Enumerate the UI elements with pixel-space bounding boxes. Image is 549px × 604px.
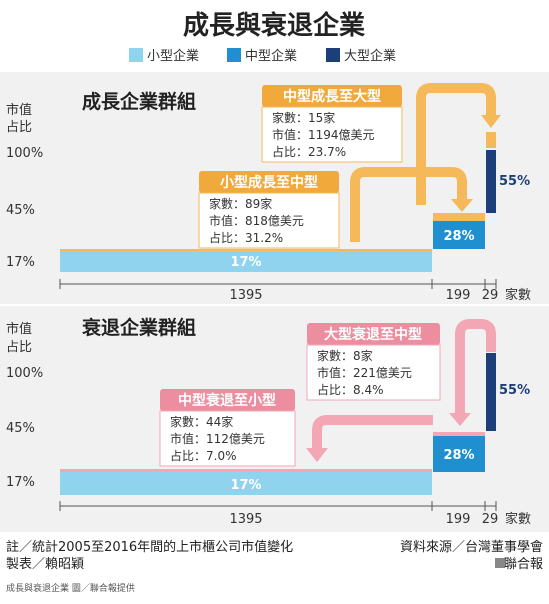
growth-bar-large (486, 150, 496, 213)
growth-box-large-title-bg (262, 85, 402, 107)
decline-box-large-title-bg (307, 323, 440, 345)
chart-title: 成長與衰退企業 (183, 10, 365, 41)
growth-box-medium-to-large: 中型成長至大型 家數：15家 市值：1194億美元 占比：23.7% (261, 85, 403, 163)
footer-note-line1: 註／統計2005至2016年間的上市櫃公司市值變化 (6, 539, 293, 555)
decline-box-medium-title-bg (160, 389, 295, 411)
decline-bar-large-label: 55% (499, 383, 530, 398)
decline-bar-large (486, 353, 496, 431)
decline-box-large-line3: 占比：8.4% (317, 382, 384, 397)
growth-x-unit: 家數 (505, 287, 531, 303)
footer-caption: 成長與衰退企業 圖／聯合報提供 (6, 582, 135, 594)
decline-x-unit: 家數 (505, 511, 531, 527)
decline-box-medium-line3: 占比：7.0% (170, 448, 237, 463)
decline-box-medium-to-small: 中型衰退至小型 家數：44家 市值：112億美元 占比：7.0% (159, 389, 296, 467)
growth-y-tick-17: 17% (6, 255, 35, 270)
growth-y-axis-label-line1: 市值 (6, 102, 32, 118)
decline-box-large-title: 大型衰退至中型 (324, 326, 422, 343)
decline-y-tick-17: 17% (6, 475, 35, 490)
decline-y-axis-label-line1: 市值 (6, 321, 32, 337)
growth-bar-small-label: 17% (230, 255, 261, 270)
decline-bar-small (60, 472, 432, 495)
legend-label-small: 小型企業 (147, 48, 199, 64)
decline-box-medium-title: 中型衰退至小型 (178, 392, 276, 409)
decline-arrow-medium-to-small (312, 415, 433, 449)
growth-box-medium-line1: 家數：89家 (209, 196, 272, 211)
growth-box-medium-body (198, 192, 340, 249)
decline-group-title: 衰退企業群組 (81, 316, 196, 339)
growth-bar-large-top-strip (486, 132, 496, 148)
growth-bar-small-topline (60, 249, 432, 251)
growth-box-medium-line2: 市值：818億美元 (209, 213, 304, 228)
decline-y-tick-100: 100% (6, 366, 43, 381)
decline-box-large-line1: 家數：8家 (317, 348, 373, 363)
decline-x-axis (59, 501, 497, 511)
decline-bar-large-top-strip (486, 348, 496, 352)
footer-source: 資料來源／台灣董事學會 (400, 540, 543, 555)
legend: 小型企業 中型企業 大型企業 (129, 48, 396, 64)
growth-group-title: 成長企業群組 (82, 90, 196, 113)
growth-box-large-line3: 占比：23.7% (272, 144, 346, 159)
growth-arrow-small-to-medium (350, 167, 467, 242)
decline-box-medium-body (159, 410, 296, 467)
growth-box-small-to-medium: 小型成長至中型 家數：89家 市值：818億美元 占比：31.2% (198, 171, 340, 249)
footer-note-line2: 製表／賴昭穎 (6, 557, 84, 572)
decline-x-count-small: 1395 (229, 512, 262, 527)
growth-arrow-medium-to-large (416, 83, 496, 205)
decline-box-medium-line2: 市值：112億美元 (170, 431, 265, 446)
growth-bar-large-label: 55% (499, 174, 530, 189)
decline-bar-medium-top-strip (433, 432, 485, 436)
decline-arrow-medium-to-small-head (306, 448, 328, 462)
legend-swatch-medium (227, 48, 241, 62)
growth-bar-medium-top-strip (433, 213, 485, 221)
growth-x-axis (59, 279, 497, 289)
growth-bar-small (60, 249, 432, 272)
growth-box-large-body (261, 106, 403, 163)
growth-y-axis-label-line2: 占比 (6, 120, 32, 135)
decline-y-tick-45: 45% (6, 421, 35, 436)
growth-box-large-title: 中型成長至大型 (283, 88, 381, 105)
growth-box-large-line2: 市值：1194億美元 (272, 127, 375, 142)
brand-square-icon (495, 558, 505, 568)
decline-x-count-medium: 199 (446, 512, 471, 527)
decline-arrow-large-to-medium-head (449, 413, 471, 426)
decline-arrow-large-to-medium (455, 319, 496, 414)
decline-bar-small-label: 17% (230, 478, 261, 493)
footer-brand: 聯合報 (504, 557, 543, 572)
decline-y-axis-label-line2: 占比 (6, 340, 32, 355)
growth-x-count-large: 29 (482, 288, 499, 303)
decline-bar-small-topline (60, 469, 432, 472)
decline-x-count-large: 29 (482, 512, 499, 527)
decline-box-large-body (306, 344, 441, 401)
growth-box-large-line1: 家數：15家 (272, 110, 335, 125)
growth-arrow-small-to-medium-head (451, 199, 473, 212)
growth-arrow-medium-to-large-head (481, 115, 501, 128)
legend-swatch-small (129, 48, 143, 62)
growth-x-count-small: 1395 (229, 288, 262, 303)
growth-y-tick-100: 100% (6, 146, 43, 161)
legend-label-medium: 中型企業 (245, 48, 297, 64)
legend-swatch-large (326, 48, 340, 62)
growth-bar-medium-label: 28% (443, 229, 474, 244)
decline-box-large-line2: 市值：221億美元 (317, 365, 412, 380)
decline-box-large-to-medium: 大型衰退至中型 家數：8家 市值：221億美元 占比：8.4% (306, 323, 441, 401)
growth-box-medium-title: 小型成長至中型 (220, 174, 318, 191)
decline-bar-medium (433, 436, 485, 472)
decline-bar-medium-label: 28% (443, 448, 474, 463)
growth-x-count-medium: 199 (446, 288, 471, 303)
growth-y-tick-45: 45% (6, 203, 35, 218)
decline-box-medium-line1: 家數：44家 (170, 414, 233, 429)
growth-bar-medium (433, 221, 485, 249)
growth-box-medium-line3: 占比：31.2% (209, 230, 283, 245)
legend-label-large: 大型企業 (344, 48, 396, 64)
growth-box-medium-title-bg (199, 171, 339, 193)
